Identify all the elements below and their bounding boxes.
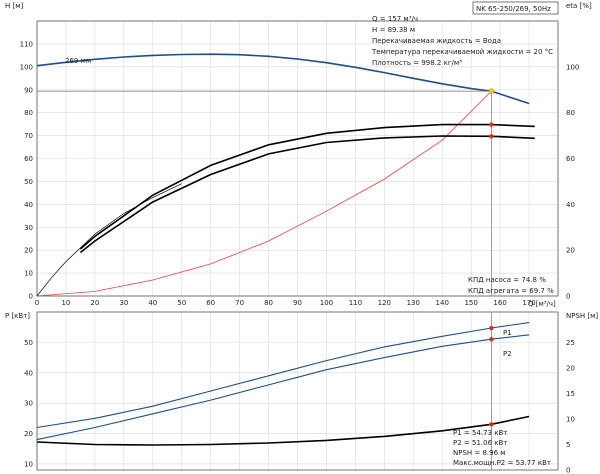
p-tick-label: 10 (24, 460, 33, 468)
x-tick-label: 150 (464, 299, 477, 307)
x-tick-label: 50 (177, 299, 186, 307)
x-tick-label: 160 (493, 299, 506, 307)
series-eta_pump (79, 123, 535, 250)
power-marker-1 (489, 336, 494, 342)
duty-info-block: 269 мм Q = 157 м³/ч H = 89.38 м Перекачи… (65, 15, 554, 295)
series-eta_thin (36, 183, 182, 297)
h-tick-label: 80 (24, 109, 33, 117)
eta-tick-label: 20 (566, 247, 575, 255)
h-tick-label: 10 (24, 270, 33, 278)
head-readout: H = 89.38 м (372, 26, 415, 34)
duty-markers (37, 88, 495, 470)
bottom-plot-frame (36, 311, 559, 471)
series-P1 (36, 322, 530, 429)
x-tick-label: 30 (119, 299, 128, 307)
power-marker-0 (489, 325, 494, 331)
chart-title: NK 65-250/269, 50Hz (476, 5, 551, 13)
x-tick-label: 140 (436, 299, 449, 307)
curve-label: 269 мм (65, 57, 91, 65)
x-tick-label: 70 (235, 299, 244, 307)
x-tick-label: 100 (320, 299, 333, 307)
npsh-tick-label: 5 (566, 441, 570, 449)
h-tick-label: 110 (20, 40, 33, 48)
x-tick-label: 110 (349, 299, 362, 307)
x-tick-label: 0 (35, 299, 39, 307)
x-tick-label: 60 (206, 299, 215, 307)
pmax-readout: Макс.мощн.P2 = 53.77 кВт (453, 459, 551, 467)
eta-tick-label: 40 (566, 201, 575, 209)
h-tick-label: 60 (24, 155, 33, 163)
power-info-block: P1 P2 P1 = 54.73 кВт P2 = 51.06 кВт NPSH… (453, 329, 551, 467)
density-readout: Плотность = 998.2 кг/м³ (372, 59, 462, 67)
npsh-tick-label: 25 (566, 339, 575, 347)
eta-axis-label: eta [%] (566, 2, 592, 10)
efficiency-marker-0 (489, 122, 494, 127)
npsh-tick-label: 0 (566, 467, 570, 474)
series-H (36, 53, 530, 105)
top-grid (36, 21, 558, 297)
x-tick-label: 120 (378, 299, 391, 307)
axis-ticks: 0 10 20 30 40 50 60 70 80 90 100 110 120 130 140 150 160… (20, 40, 580, 474)
q-axis-label: Q [м³/ч] (528, 300, 556, 308)
series-NPSH (36, 415, 530, 446)
unit-efficiency-readout: КПД агрегата = 69.7 % (468, 287, 554, 295)
h-tick-label: 0 (29, 293, 33, 301)
npsh-axis-label: NPSH [м] (566, 312, 598, 320)
x-tick-label: 130 (407, 299, 420, 307)
p-tick-label: 30 (24, 400, 33, 408)
eta-tick-label: 0 (566, 293, 570, 301)
eta-tick-label: 60 (566, 155, 575, 163)
top-series (36, 53, 535, 297)
h-tick-label: 40 (24, 201, 33, 209)
x-tick-label: 80 (264, 299, 273, 307)
p-tick-label: 50 (24, 339, 33, 347)
h-tick-label: 100 (20, 63, 33, 71)
p1-readout: P1 = 54.73 кВт (453, 429, 507, 437)
eta-tick-label: 80 (566, 109, 575, 117)
bottom-series (36, 322, 530, 446)
flow-readout: Q = 157 м³/ч (372, 15, 418, 23)
series-system (36, 90, 492, 297)
series-P2 (36, 334, 530, 441)
p2-readout: P2 = 51.06 кВт (453, 439, 507, 447)
npsh-tick-label: 15 (566, 390, 575, 398)
npsh-readout: NPSH = 8.96 м (453, 449, 506, 457)
x-tick-label: 40 (148, 299, 157, 307)
eta-tick-label: 100 (566, 63, 579, 71)
top-plot-frame (36, 20, 559, 297)
x-tick-label: 90 (293, 299, 302, 307)
p-tick-label: 20 (24, 430, 33, 438)
efficiency-marker-1 (489, 134, 494, 139)
npsh-marker (489, 422, 494, 427)
x-tick-label: 170 (522, 299, 535, 307)
npsh-tick-label: 20 (566, 365, 575, 373)
x-tick-label: 10 (61, 299, 70, 307)
x-tick-label: 20 (90, 299, 99, 307)
h-tick-label: 20 (24, 247, 33, 255)
h-tick-label: 30 (24, 224, 33, 232)
h-tick-label: 90 (24, 86, 33, 94)
p-axis-label: P [кВт] (5, 312, 30, 320)
chart-title-box (472, 1, 559, 15)
h-tick-label: 50 (24, 178, 33, 186)
temp-readout: Температура перекачиваемой жидкости = 20… (371, 48, 553, 56)
p-tick-label: 40 (24, 369, 33, 377)
liquid-readout: Перекачиваемая жидкость = Вода (372, 37, 501, 45)
npsh-tick-label: 10 (566, 416, 575, 424)
p2-legend: P2 (503, 350, 512, 358)
duty-point-marker (488, 88, 495, 95)
p1-legend: P1 (503, 329, 512, 337)
h-tick-label: 70 (24, 132, 33, 140)
series-eta_unit (79, 135, 535, 254)
h-axis-label: H [м] (5, 2, 24, 10)
pump-efficiency-readout: КПД насоса = 74.8 % (468, 276, 546, 284)
